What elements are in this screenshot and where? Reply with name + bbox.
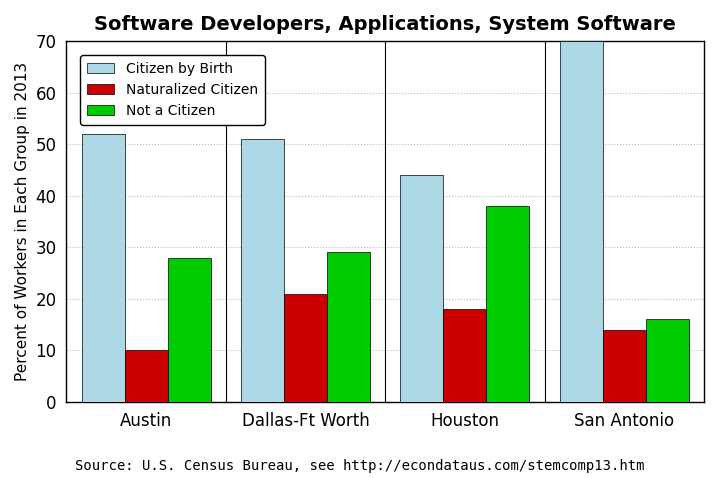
Y-axis label: Percent of Workers in Each Group in 2013: Percent of Workers in Each Group in 2013 bbox=[15, 62, 30, 381]
Legend: Citizen by Birth, Naturalized Citizen, Not a Citizen: Citizen by Birth, Naturalized Citizen, N… bbox=[80, 55, 265, 125]
Bar bbox=[603, 330, 646, 402]
Bar bbox=[124, 350, 168, 402]
Bar bbox=[646, 319, 689, 402]
Bar bbox=[241, 139, 284, 402]
Bar bbox=[487, 206, 529, 402]
Title: Software Developers, Applications, System Software: Software Developers, Applications, Syste… bbox=[94, 15, 676, 34]
Bar bbox=[400, 175, 444, 402]
Bar bbox=[327, 252, 370, 402]
Bar bbox=[560, 41, 603, 402]
Text: Source: U.S. Census Bureau, see http://econdataus.com/stemcomp13.htm: Source: U.S. Census Bureau, see http://e… bbox=[75, 459, 644, 473]
Bar bbox=[284, 293, 327, 402]
Bar bbox=[444, 309, 487, 402]
Bar bbox=[81, 134, 124, 402]
Bar bbox=[168, 258, 211, 402]
